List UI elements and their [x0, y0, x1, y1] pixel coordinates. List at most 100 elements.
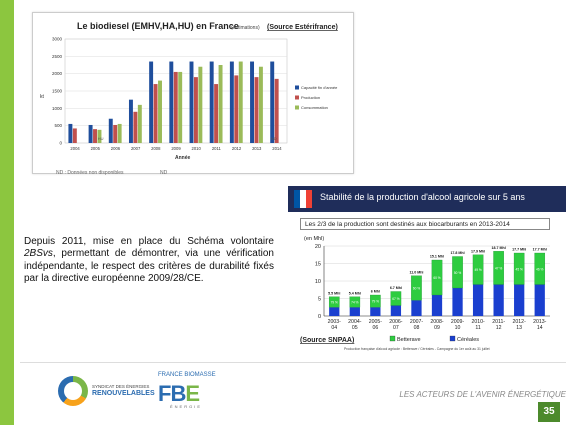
chart1-bar-capacite: [229, 61, 234, 143]
chart2-percent-label: 46 %: [536, 267, 543, 271]
chart2-xtick-label: 2006-: [389, 319, 403, 325]
chart1-xtick-label: 2007: [131, 146, 141, 151]
chart1-annotation-nd: ND: [271, 136, 277, 141]
chart2-bar-cereales: [349, 307, 360, 316]
note-nd-right: ND: [160, 170, 168, 176]
chart2-xtick-label: 2012-: [513, 319, 527, 325]
chart1-bar-production: [234, 75, 239, 143]
chart1-title-small: (estimations): [231, 25, 260, 31]
body-paragraph: Depuis 2011, mise en place du Schéma vol…: [24, 236, 274, 286]
chart2-bar-betterave: [513, 252, 525, 285]
chart1-bar-production: [254, 77, 259, 143]
note-nd-left: ND : Données non disponibles: [56, 170, 124, 176]
chart1-legend-label: Capacité fin d'année: [301, 85, 338, 90]
footer-divider: [20, 362, 566, 363]
chart2-percent-label: 67 %: [392, 297, 399, 301]
chart2-xtick-label-year2: 07: [393, 325, 399, 331]
chart2-percent-label: 49 %: [474, 268, 481, 272]
chart2-bar-betterave: [534, 252, 546, 285]
chart1-annotation-hu: HU: [98, 136, 104, 141]
chart2-bar-betterave: [370, 294, 381, 308]
chart1-bar-production: [214, 84, 219, 143]
chart2-xtick-label-year2: 09: [434, 325, 440, 331]
chart1-bar-consommation: [238, 61, 243, 143]
chart1-xtick-label: 2004: [70, 146, 80, 151]
chart2-ytick-label: 5: [318, 297, 321, 303]
chart2-bar-betterave: [472, 254, 484, 285]
chart2-total-label: 5.5 Mhl: [328, 291, 340, 295]
chart2-bar-betterave: [349, 296, 361, 308]
chart1-xtick-label: 2012: [232, 146, 242, 151]
chart1-bar-capacite: [108, 118, 113, 143]
chart1-bar-production: [153, 84, 158, 143]
france-flag-icon: [294, 190, 312, 208]
chart2-percent-label: 79 %: [372, 300, 379, 304]
chart2-percent-label: 74 %: [351, 301, 358, 305]
chart1-bar-production: [173, 71, 178, 143]
chart2-bar-cereales: [370, 307, 381, 316]
chart2-xtick-label-year2: 14: [537, 325, 543, 331]
chart2-percent-label: 45 %: [516, 267, 523, 271]
chart1-bar-consommation: [158, 80, 162, 143]
chart2-ylabel: (en Mhl): [304, 236, 324, 242]
chart1-source: (Source Estérifrance): [267, 24, 338, 31]
chart2-total-label: 6.7 Mhl: [390, 286, 402, 290]
chart2-subtitle: Les 2/3 de la production sont destinés a…: [300, 218, 550, 230]
chart1-legend-swatch: [295, 95, 299, 100]
chart2-percent-label: 50 %: [454, 271, 461, 275]
chart2-bar-betterave: [390, 291, 402, 306]
chart2-ytick-label: 20: [315, 244, 321, 250]
chart1-bar-production: [93, 129, 97, 143]
chart2-bar-cereales: [493, 284, 504, 316]
chart2-bar-cereales: [431, 295, 443, 316]
chart2-bar-cereales: [390, 305, 402, 316]
chart1-bar-capacite: [250, 61, 255, 143]
legend-swatch-betterave: [389, 335, 396, 342]
chart1-bar-consommation: [218, 65, 223, 143]
chart2-total-label: 17.9 Mhl: [471, 249, 485, 253]
chart2-total-label: 6 Mhl: [371, 290, 380, 294]
chart1-bar-production: [274, 78, 279, 143]
chart2-xtick-label-year2: 13: [516, 325, 522, 331]
chart2-xtick-label-year2: 12: [496, 325, 502, 331]
chart2-total-label: 17.7 Mhl: [512, 248, 526, 252]
accent-sidebar-bar: [0, 0, 14, 425]
chart2-xtick-label-year2: 06: [372, 325, 378, 331]
chart2-xtick-label-year2: 11: [475, 325, 480, 331]
chart2-xtick-label: 2005-: [369, 319, 383, 325]
chart2-percent-label: 79 %: [331, 301, 338, 305]
chart1-xlabel: Année: [175, 155, 191, 161]
chart2-bar-cereales: [329, 307, 340, 316]
page-number: 35: [538, 402, 560, 422]
biodiesel-chart-svg: Le biodiesel (EMHV,HA,HU) en France (est…: [40, 21, 338, 161]
chart1-bar-production: [193, 77, 198, 143]
chart1-xtick-label: 2008: [151, 146, 161, 151]
chart1-ytick-label: 1000: [52, 106, 63, 111]
chart1-xtick-label: 2011: [212, 146, 222, 151]
chart1-xtick-label: 2005: [91, 146, 101, 151]
chart1-ytick-label: 2000: [52, 71, 63, 76]
chart1-ytick-label: 0: [59, 141, 62, 146]
legend-label-cereales: Céréales: [457, 337, 479, 343]
chart2-xtick-label: 2008-: [430, 319, 444, 325]
chart1-legend-label: Production: [301, 95, 320, 100]
chart1-bar-consommation: [137, 104, 142, 143]
chart1-title: Le biodiesel (EMHV,HA,HU) en France: [77, 21, 239, 31]
chart2-xtick-label-year2: 10: [455, 325, 461, 331]
chart2-xtick-label: 2011-: [492, 319, 505, 325]
chart1-bar-capacite: [169, 61, 174, 143]
chart1-bar-production: [133, 111, 138, 143]
chart1-legend-swatch: [295, 85, 299, 90]
chart1-bar-production: [72, 128, 77, 143]
chart2-percent-label: 60 %: [433, 276, 440, 280]
chart2-total-label: 18.7 Mhl: [492, 246, 506, 250]
alcohol-banner: Stabilité de la production d'alcool agri…: [288, 186, 566, 212]
chart2-xtick-label-year2: 08: [414, 325, 420, 331]
body-text-2bsvs: 2BSvs: [24, 248, 53, 260]
chart2-bar-betterave: [431, 259, 443, 296]
chart2-total-label: 15.1 Mhl: [430, 255, 444, 259]
chart1-xtick-label: 2014: [272, 146, 282, 151]
chart2-bar-cereales: [472, 284, 484, 316]
alcohol-production-chart: (en Mhl) (Source SNPAA) Betterave Céréal…: [294, 232, 558, 352]
chart2-bar-betterave: [328, 296, 340, 308]
